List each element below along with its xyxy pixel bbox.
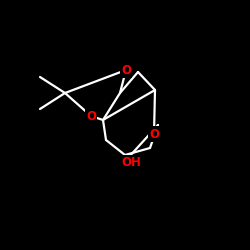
Text: O: O <box>121 64 131 76</box>
Text: OH: OH <box>121 156 141 170</box>
Text: O: O <box>86 110 96 122</box>
Text: O: O <box>149 128 159 140</box>
